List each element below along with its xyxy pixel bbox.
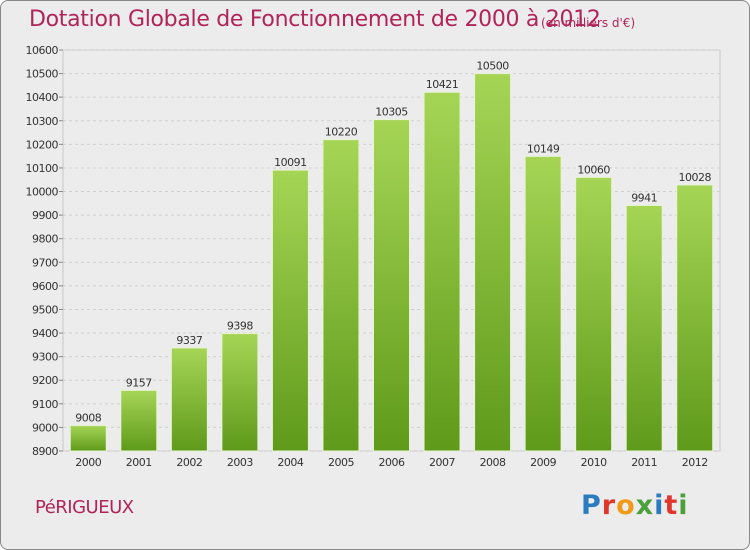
x-tick-label: 2000 xyxy=(75,456,101,469)
bar-2004[interactable] xyxy=(271,169,309,452)
y-tick-label: 10600 xyxy=(26,44,59,57)
bar-2006[interactable] xyxy=(373,119,410,452)
y-axis: 8900 9000 9100 9200 9300 9400 9500 9600 9700 9800… xyxy=(26,44,63,458)
bars: 9008 9157 9337 9398 10091 10220 10305 10421 1050… xyxy=(69,60,714,452)
bar-2008[interactable] xyxy=(474,73,512,452)
bar-value-label: 10220 xyxy=(325,126,358,139)
x-tick-label: 2005 xyxy=(328,456,354,469)
y-tick-label: 10000 xyxy=(26,186,59,199)
y-tick-label: 10400 xyxy=(26,91,59,104)
bar-2000[interactable] xyxy=(69,425,107,452)
logo-letter: P xyxy=(581,490,602,521)
proxiti-logo[interactable]: Proxiti xyxy=(581,490,689,521)
y-tick-label: 9600 xyxy=(32,280,58,293)
bar-value-label: 9337 xyxy=(176,334,202,347)
y-tick-label: 9500 xyxy=(32,303,58,316)
bar-value-label: 10305 xyxy=(375,106,408,119)
bar-2010[interactable] xyxy=(575,176,613,452)
bar-value-label: 10500 xyxy=(476,60,509,73)
y-tick-label: 9000 xyxy=(32,421,58,434)
bar-2012[interactable] xyxy=(676,184,714,452)
chart-title: Dotation Globale de Fonctionnement de 20… xyxy=(29,7,601,32)
bar-2005[interactable] xyxy=(322,139,360,452)
bar-value-label: 9941 xyxy=(631,191,657,204)
y-tick-label: 8900 xyxy=(32,445,58,458)
bar-2001[interactable] xyxy=(120,389,158,452)
y-tick-label: 10500 xyxy=(26,68,59,81)
bar-2009[interactable] xyxy=(524,155,562,452)
y-tick-label: 9200 xyxy=(32,374,58,387)
x-tick-label: 2007 xyxy=(429,456,455,469)
logo-letter: i xyxy=(678,490,689,521)
y-tick-label: 9800 xyxy=(32,233,58,246)
bar-value-label: 9008 xyxy=(75,412,101,425)
bar-value-label: 10091 xyxy=(274,156,307,169)
bar-value-label: 9398 xyxy=(227,320,253,333)
bar-value-label: 9157 xyxy=(126,376,152,389)
y-tick-label: 9700 xyxy=(32,256,58,269)
chart-subtitle: (en milliers d'€) xyxy=(541,16,636,30)
y-tick-label: 10300 xyxy=(26,115,59,128)
y-tick-label: 9300 xyxy=(32,351,58,364)
x-tick-label: 2002 xyxy=(176,456,202,469)
logo-letter: i xyxy=(654,490,665,521)
x-tick-label: 2003 xyxy=(227,456,253,469)
x-tick-label: 2012 xyxy=(682,456,708,469)
logo-letter: r xyxy=(601,490,617,521)
bar-value-label: 10060 xyxy=(577,163,610,176)
x-tick-label: 2011 xyxy=(631,456,657,469)
bar-value-label: 10149 xyxy=(527,142,560,155)
bar-value-label: 10421 xyxy=(426,78,459,91)
y-tick-label: 10100 xyxy=(26,162,59,175)
bar-2003[interactable] xyxy=(221,333,259,452)
logo-letter: o xyxy=(616,490,636,521)
y-tick-label: 9400 xyxy=(32,327,58,340)
x-tick-label: 2004 xyxy=(277,456,303,469)
x-tick-label: 2001 xyxy=(126,456,152,469)
city-name: PéRIGUEUX xyxy=(35,497,134,518)
y-tick-label: 10200 xyxy=(26,138,59,151)
logo-letter: x xyxy=(635,490,655,521)
x-axis: 2000 2001 2002 2003 2004 2005 2006 2007 2008 2009… xyxy=(75,456,708,469)
bar-2011[interactable] xyxy=(625,204,663,452)
logo-letter: t xyxy=(664,490,679,521)
bar-2002[interactable] xyxy=(170,347,208,452)
bar-2007[interactable] xyxy=(423,91,461,452)
x-tick-label: 2010 xyxy=(581,456,607,469)
x-tick-label: 2006 xyxy=(379,456,405,469)
y-tick-label: 9100 xyxy=(32,398,58,411)
y-tick-label: 9900 xyxy=(32,209,58,222)
x-tick-label: 2009 xyxy=(530,456,556,469)
bar-value-label: 10028 xyxy=(678,171,711,184)
x-tick-label: 2008 xyxy=(480,456,506,469)
